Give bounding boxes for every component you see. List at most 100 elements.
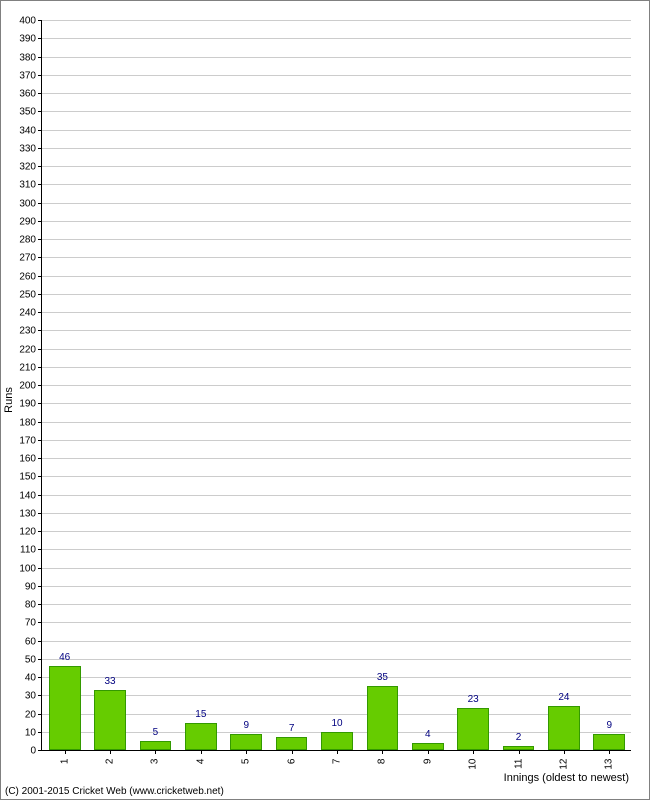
bar-value-label: 10 (331, 718, 342, 729)
bar-value-label: 24 (558, 692, 569, 703)
gridline (42, 276, 631, 277)
gridline (42, 130, 631, 131)
y-tick (38, 239, 42, 240)
x-tick-label: 2 (105, 759, 116, 779)
y-tick (38, 221, 42, 222)
y-tick (38, 659, 42, 660)
y-tick-label: 400 (6, 16, 36, 27)
y-tick-label: 60 (6, 636, 36, 647)
gridline (42, 294, 631, 295)
y-tick-label: 0 (6, 746, 36, 757)
x-tick-label: 5 (241, 759, 252, 779)
x-tick (155, 750, 156, 754)
y-tick-label: 120 (6, 527, 36, 538)
y-tick (38, 732, 42, 733)
gridline (42, 641, 631, 642)
y-tick (38, 130, 42, 131)
y-tick-label: 320 (6, 162, 36, 173)
x-tick (246, 750, 247, 754)
gridline (42, 367, 631, 368)
x-tick (337, 750, 338, 754)
gridline (42, 221, 631, 222)
y-tick (38, 330, 42, 331)
y-tick-label: 180 (6, 417, 36, 428)
y-tick-label: 220 (6, 344, 36, 355)
y-tick-label: 210 (6, 362, 36, 373)
x-tick (292, 750, 293, 754)
y-tick (38, 695, 42, 696)
y-tick (38, 166, 42, 167)
bar-value-label: 46 (59, 652, 70, 663)
y-tick (38, 422, 42, 423)
gridline (42, 714, 631, 715)
gridline (42, 148, 631, 149)
y-tick-label: 140 (6, 490, 36, 501)
y-tick-label: 90 (6, 581, 36, 592)
gridline (42, 622, 631, 623)
gridline (42, 257, 631, 258)
y-tick-label: 380 (6, 52, 36, 63)
bar (94, 690, 126, 750)
y-tick-label: 160 (6, 454, 36, 465)
y-tick (38, 714, 42, 715)
gridline (42, 586, 631, 587)
bar (230, 734, 262, 750)
x-tick-label: 8 (377, 759, 388, 779)
y-tick (38, 111, 42, 112)
x-tick-label: 7 (332, 759, 343, 779)
y-tick-label: 130 (6, 508, 36, 519)
gridline (42, 458, 631, 459)
gridline (42, 422, 631, 423)
gridline (42, 476, 631, 477)
y-tick-label: 260 (6, 271, 36, 282)
y-tick (38, 57, 42, 58)
x-tick-label: 3 (150, 759, 161, 779)
y-tick-label: 350 (6, 107, 36, 118)
y-tick-label: 80 (6, 600, 36, 611)
gridline (42, 239, 631, 240)
y-tick-label: 290 (6, 216, 36, 227)
x-tick-label: 4 (195, 759, 206, 779)
bar (412, 743, 444, 750)
gridline (42, 330, 631, 331)
gridline (42, 695, 631, 696)
y-tick-label: 110 (6, 545, 36, 556)
y-tick (38, 38, 42, 39)
y-tick-label: 280 (6, 235, 36, 246)
gridline (42, 385, 631, 386)
x-tick-label: 6 (286, 759, 297, 779)
bar (140, 741, 172, 750)
y-tick (38, 20, 42, 21)
bar (185, 723, 217, 750)
bar-value-label: 33 (105, 676, 116, 687)
copyright-text: (C) 2001-2015 Cricket Web (www.cricketwe… (5, 786, 224, 797)
y-tick (38, 440, 42, 441)
x-tick-label: 1 (59, 759, 70, 779)
y-tick-label: 270 (6, 253, 36, 264)
bar (548, 706, 580, 750)
gridline (42, 568, 631, 569)
x-tick (609, 750, 610, 754)
gridline (42, 513, 631, 514)
y-tick (38, 476, 42, 477)
gridline (42, 604, 631, 605)
x-tick (428, 750, 429, 754)
gridline (42, 75, 631, 76)
y-tick (38, 75, 42, 76)
plot-area: 4613325315495761073584923102112412913 (41, 21, 631, 751)
y-tick (38, 184, 42, 185)
y-tick-label: 230 (6, 326, 36, 337)
bar (457, 708, 489, 750)
bar-value-label: 23 (468, 694, 479, 705)
y-tick-label: 360 (6, 89, 36, 100)
bar-value-label: 2 (516, 732, 522, 743)
y-tick (38, 257, 42, 258)
bar (321, 732, 353, 750)
x-tick-label: 9 (422, 759, 433, 779)
y-tick-label: 390 (6, 34, 36, 45)
x-tick (110, 750, 111, 754)
gridline (42, 403, 631, 404)
bar-value-label: 4 (425, 729, 431, 740)
y-tick (38, 203, 42, 204)
gridline (42, 312, 631, 313)
